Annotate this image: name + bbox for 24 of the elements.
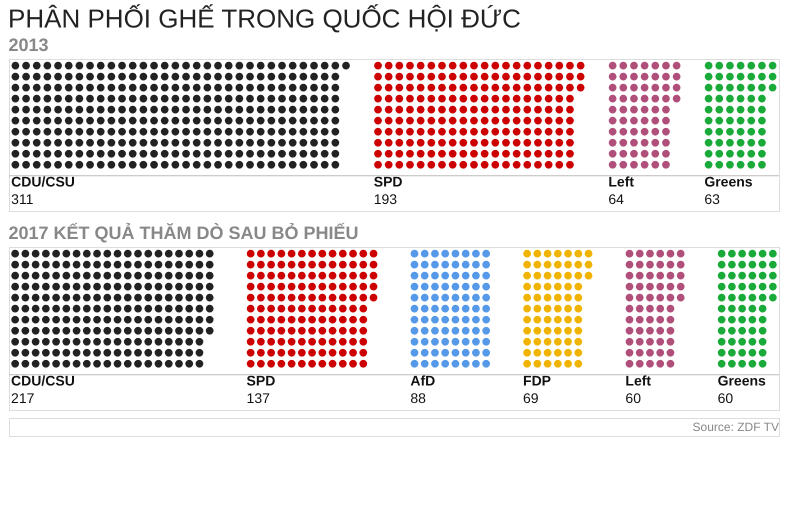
data-label: 69 xyxy=(523,390,539,406)
data-label: 217 xyxy=(11,390,35,406)
category-label: Greens xyxy=(718,372,766,388)
category-label: Left xyxy=(625,372,652,388)
category-label: CDU/CSU xyxy=(11,173,75,190)
data-label: 311 xyxy=(11,190,34,207)
category-label: FDP xyxy=(523,372,552,388)
source-note: Source: ZDF TV xyxy=(692,420,779,434)
category-label: Greens xyxy=(704,173,753,190)
category-label: SPD xyxy=(374,173,403,190)
data-label: 60 xyxy=(625,390,642,406)
category-label: AfD xyxy=(410,372,436,388)
category-label: CDU/CSU xyxy=(11,372,75,388)
data-label: 60 xyxy=(718,390,734,406)
text: 2013 xyxy=(8,35,49,55)
data-label: 88 xyxy=(410,390,426,406)
category-label: SPD xyxy=(246,372,276,388)
category-label: Left xyxy=(608,173,634,190)
data-label: 137 xyxy=(246,390,270,406)
data-label: 193 xyxy=(374,190,398,207)
data-label: 64 xyxy=(608,190,624,207)
text: 2017 KẾT QUẢ THĂM DÒ SAU BỎ PHIẾU xyxy=(8,222,359,243)
text: PHÂN PHỐI GHẾ TRONG QUỐC HỘI ĐỨC xyxy=(8,4,521,34)
data-label: 63 xyxy=(704,190,720,207)
